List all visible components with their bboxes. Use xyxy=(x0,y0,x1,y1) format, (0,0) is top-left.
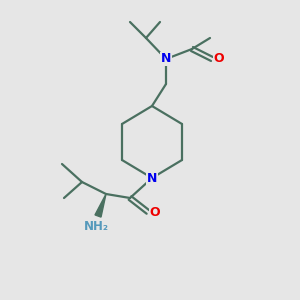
Text: N: N xyxy=(161,52,171,65)
Polygon shape xyxy=(95,194,106,217)
Text: O: O xyxy=(150,206,160,218)
Text: NH₂: NH₂ xyxy=(83,220,109,233)
Text: O: O xyxy=(214,52,224,65)
Text: N: N xyxy=(147,172,157,184)
